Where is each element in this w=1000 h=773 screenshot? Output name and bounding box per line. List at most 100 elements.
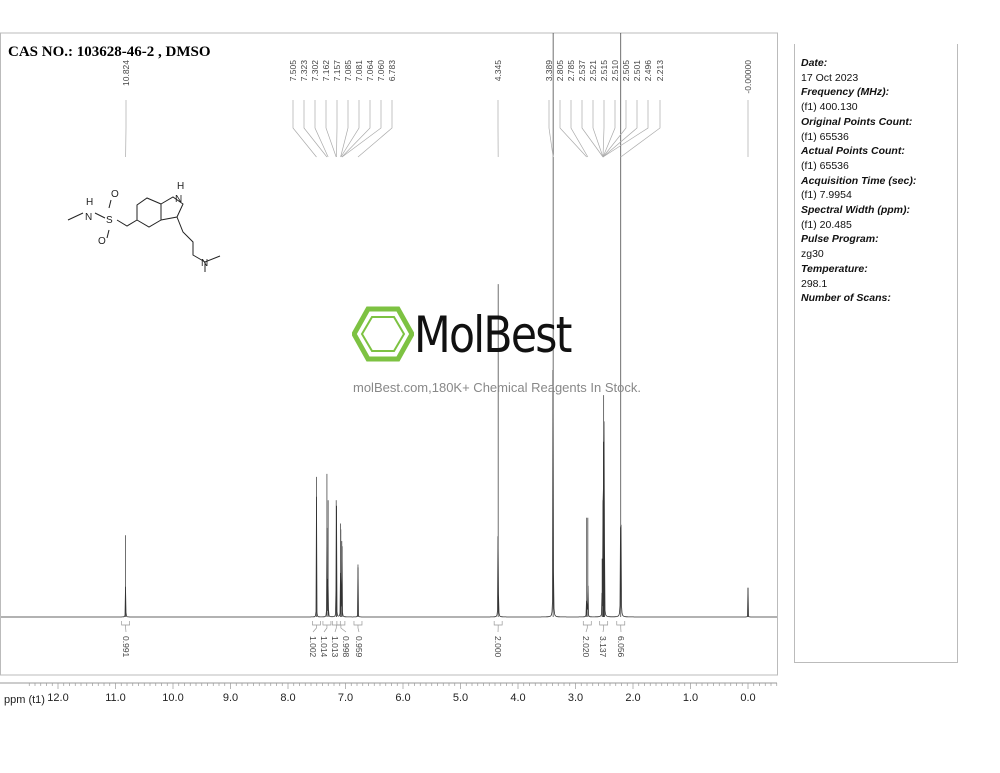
svg-text:H: H: [86, 197, 93, 208]
param-value: zg30: [801, 248, 824, 261]
peak-label-leader: [602, 100, 616, 158]
param-label: Temperature:: [801, 262, 868, 275]
integral-mark: [582, 621, 592, 633]
x-tick-label: 6.0: [395, 692, 410, 704]
peak-label: 2.515: [599, 60, 609, 82]
integral-mark: [336, 621, 347, 633]
peak-label-leader: [592, 100, 604, 158]
svg-text:N: N: [175, 194, 182, 205]
peak-label-leader: [340, 100, 360, 158]
page-title: CAS NO.: 103628-46-2 , DMSO: [8, 44, 211, 60]
integral-mark: [353, 621, 363, 633]
svg-text:O: O: [111, 189, 119, 200]
integral-label: 3.137: [598, 636, 608, 658]
x-tick-label: 12.0: [47, 692, 68, 704]
svg-text:H: H: [177, 181, 184, 192]
integral-mark: [493, 621, 503, 633]
peak-label: 2.785: [566, 60, 576, 82]
param-label: Frequency (MHz):: [801, 86, 890, 99]
peak-label: 3.389: [544, 60, 554, 82]
peak-label-leader: [581, 100, 604, 158]
peak-label: 7.323: [299, 60, 309, 82]
peak-label: 2.510: [610, 60, 620, 82]
x-tick-label: 11.0: [105, 692, 126, 704]
integral-label: 2.000: [493, 636, 503, 658]
integral-label: 0.991: [121, 636, 131, 658]
peak-label-leader: [559, 100, 587, 158]
peak-label-leader: [357, 100, 393, 158]
peak-label: 2.805: [555, 60, 565, 82]
peak-label: 7.064: [365, 60, 375, 82]
x-axis-label: ppm (t1): [4, 694, 45, 706]
peak-label: 2.501: [632, 60, 642, 82]
x-tick-label: 9.0: [223, 692, 238, 704]
svg-text:N: N: [201, 258, 208, 269]
integral-label: 0.959: [354, 636, 364, 658]
peak-label-leader: [341, 100, 382, 158]
peak-label-leader: [570, 100, 589, 158]
integral-label: 2.020: [581, 636, 591, 658]
integral-mark: [121, 621, 130, 633]
peak-label-leader: [341, 100, 371, 158]
watermark-brand: MolBest: [414, 306, 572, 364]
integral-label: 0.998: [341, 636, 351, 658]
param-value: (f1) 20.485: [801, 218, 852, 231]
peak-label: 2.496: [643, 60, 653, 82]
integral-label: 1.014: [319, 636, 329, 658]
peak-label-leader: [314, 100, 329, 158]
plot-frame: [0, 32, 778, 676]
spectrum-line: [1, 369, 777, 618]
x-tick-label: 10.0: [162, 692, 183, 704]
peak-label: 7.157: [332, 60, 342, 82]
peak-label: 7.085: [343, 60, 353, 82]
molbest-hexagon-logo: [352, 306, 414, 362]
peak-label: 4.345: [493, 60, 503, 82]
param-label: Acquisition Time (sec):: [801, 174, 917, 187]
param-value: (f1) 65536: [801, 130, 849, 143]
param-label: Pulse Program:: [801, 233, 879, 246]
x-tick-label: 1.0: [683, 692, 698, 704]
svg-text:S: S: [106, 215, 113, 226]
peak-label-leader: [620, 100, 661, 158]
integral-mark: [331, 621, 341, 633]
x-tick-label: 3.0: [568, 692, 583, 704]
peak-label: 2.521: [588, 60, 598, 82]
peak-label: 6.783: [387, 60, 397, 82]
integral-label: 6.056: [616, 636, 626, 658]
param-value: 298.1: [801, 277, 828, 290]
peak-label: 7.162: [321, 60, 331, 82]
param-label: Date:: [801, 57, 828, 69]
peak-label: 2.537: [577, 60, 587, 82]
x-tick-label: 4.0: [510, 692, 525, 704]
svg-text:N: N: [85, 212, 92, 223]
peak-label: 7.060: [376, 60, 386, 82]
peak-label-leader: [602, 100, 649, 158]
integral-label: 1.013: [330, 636, 340, 658]
x-tick-label: 0.0: [740, 692, 755, 704]
peak-label-leader: [336, 100, 338, 158]
param-value: (f1) 7.9954: [801, 189, 852, 202]
peak-label-leader: [548, 100, 554, 158]
peak-label-leader: [602, 100, 638, 158]
param-label: Number of Scans:: [801, 292, 891, 305]
param-value: (f1) 65536: [801, 159, 849, 172]
integral-mark: [599, 621, 609, 633]
integral-mark: [616, 621, 626, 633]
peak-label-leader: [325, 100, 337, 158]
integral-mark: [312, 621, 321, 633]
peak-label-leader: [292, 100, 317, 158]
x-tick-label: 7.0: [338, 692, 353, 704]
acquisition-parameters-panel: Date: 17 Oct 2023 Frequency (MHz): (f1) 400…: [794, 44, 958, 663]
peak-label-leader: [602, 100, 605, 158]
peak-label: 10.824: [121, 60, 131, 86]
peak-label-leader: [602, 100, 627, 158]
x-tick-label: 8.0: [280, 692, 295, 704]
param-label: Original Points Count:: [801, 115, 913, 128]
param-value: 17 Oct 2023: [801, 71, 859, 84]
param-label: Spectral Width (ppm):: [801, 204, 910, 217]
svg-text:O: O: [98, 236, 106, 247]
param-value: (f1) 400.130: [801, 101, 858, 114]
x-tick-label: 2.0: [625, 692, 640, 704]
